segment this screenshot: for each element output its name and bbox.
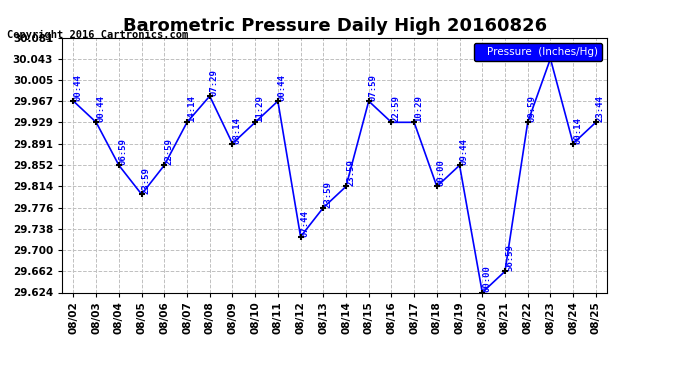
Point (273, 98, 284, 104)
Point (591, 119, 602, 125)
Point (545, 56, 556, 62)
Point (136, 191, 147, 197)
Text: 07:44: 07:44 (301, 210, 310, 237)
Point (363, 98, 374, 104)
Point (68, 98, 79, 104)
Text: 00:00: 00:00 (482, 266, 491, 292)
Text: 00:44: 00:44 (278, 74, 287, 101)
Point (454, 162, 465, 168)
Point (204, 93, 215, 99)
Point (250, 119, 261, 125)
Text: 23:59: 23:59 (324, 181, 333, 208)
Text: 09:59: 09:59 (528, 96, 537, 122)
Text: 23:59: 23:59 (141, 167, 150, 194)
Text: 06:59: 06:59 (119, 138, 128, 165)
Point (500, 268, 511, 274)
Point (477, 290, 488, 296)
Point (318, 205, 329, 211)
Point (90, 119, 101, 125)
Text: 22:59: 22:59 (164, 138, 173, 165)
Point (295, 234, 306, 240)
Text: 07:29: 07:29 (210, 69, 219, 96)
Point (568, 141, 579, 147)
Point (159, 162, 170, 168)
Text: 00:00: 00:00 (437, 160, 446, 186)
Point (386, 119, 397, 125)
Text: 08:14: 08:14 (233, 117, 241, 144)
Legend: Pressure  (Inches/Hg): Pressure (Inches/Hg) (474, 43, 602, 61)
Text: 09:: 09: (551, 43, 560, 59)
Text: 56:59: 56:59 (505, 244, 514, 271)
Point (340, 183, 351, 189)
Title: Barometric Pressure Daily High 20160826: Barometric Pressure Daily High 20160826 (123, 16, 546, 34)
Text: 00:44: 00:44 (96, 96, 105, 122)
Text: 00:44: 00:44 (73, 74, 83, 101)
Text: 10:29: 10:29 (414, 96, 423, 122)
Text: 22:59: 22:59 (391, 96, 400, 122)
Point (113, 162, 124, 168)
Text: 23:44: 23:44 (596, 96, 605, 122)
Point (408, 119, 420, 125)
Text: 00:14: 00:14 (573, 117, 582, 144)
Text: Copyright 2016 Cartronics.com: Copyright 2016 Cartronics.com (7, 30, 188, 39)
Text: 07:59: 07:59 (368, 74, 377, 101)
Point (431, 183, 442, 189)
Text: 14:14: 14:14 (187, 96, 196, 122)
Text: 11:29: 11:29 (255, 96, 264, 122)
Point (522, 119, 533, 125)
Text: 23:59: 23:59 (346, 160, 355, 186)
Text: 09:44: 09:44 (460, 138, 469, 165)
Point (227, 141, 238, 147)
Point (181, 119, 193, 125)
